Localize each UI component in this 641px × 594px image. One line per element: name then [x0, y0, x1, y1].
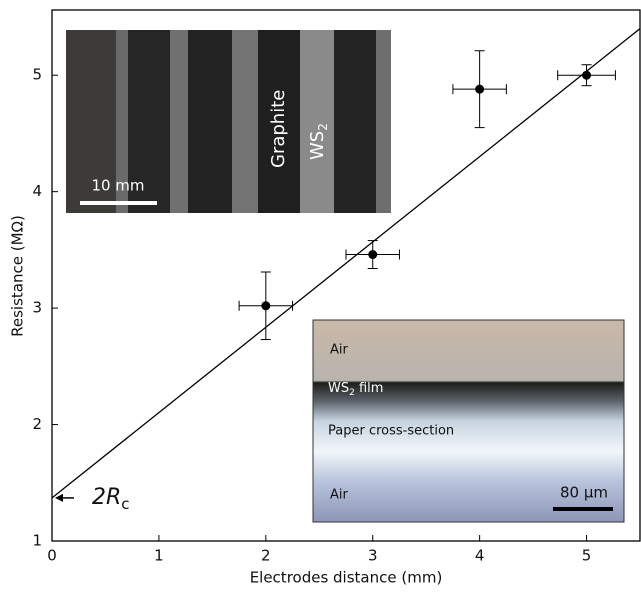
- paper-label: Paper cross-section: [328, 424, 454, 439]
- air-label: Air: [330, 488, 349, 503]
- x-tick-label: 4: [475, 547, 485, 565]
- annotation-text: 2R: [92, 485, 121, 510]
- ws-text: WS: [307, 131, 328, 160]
- x-tick-label: 1: [154, 547, 164, 565]
- x-axis-title: Electrodes distance (mm): [250, 569, 443, 587]
- x-tick-label: 5: [582, 547, 592, 565]
- y-tick-label: 1: [32, 532, 42, 550]
- annotation-sub: c: [121, 494, 129, 512]
- point: [261, 301, 270, 310]
- ws-sub: 2: [316, 123, 330, 131]
- chart: 10 mm Graphite WS2 Air WS2 film Paper cr…: [0, 0, 641, 590]
- y-tick-label: 4: [32, 182, 42, 200]
- film-label: WS2 film: [328, 381, 383, 398]
- air-label: Air: [330, 343, 349, 358]
- graphite-label: Graphite: [268, 90, 289, 168]
- annotation: 2Rc: [92, 485, 130, 512]
- x-tick-label: 0: [47, 547, 57, 565]
- y-tick-label: 2: [32, 415, 42, 433]
- x-tick-label: 2: [261, 547, 271, 565]
- y-tick-label: 3: [32, 299, 42, 317]
- inset-photo: 10 mm Graphite WS2: [66, 30, 391, 213]
- y-axis-title: Resistance (MΩ): [9, 215, 27, 337]
- point: [475, 85, 484, 94]
- y-tick-label: 5: [32, 66, 42, 84]
- film-ws: WS: [328, 381, 349, 396]
- scale-label: 80 µm: [560, 484, 608, 502]
- film-rest: film: [355, 381, 384, 396]
- x-tick-label: 3: [368, 547, 378, 565]
- point: [368, 250, 377, 259]
- scale-label: 10 mm: [91, 177, 144, 195]
- inset-section: Air WS2 film Paper cross-section Air 80 …: [313, 320, 624, 522]
